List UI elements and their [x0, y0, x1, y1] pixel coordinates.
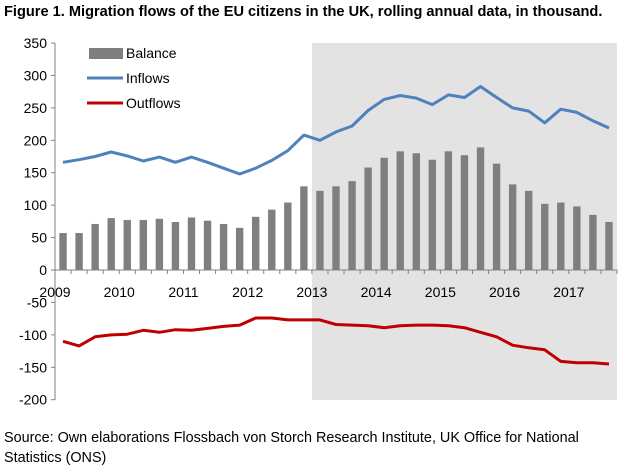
x-tick-label: 2016 [489, 284, 520, 300]
balance-bar [541, 203, 549, 270]
y-tick-label: 150 [24, 165, 48, 181]
balance-bar [412, 153, 420, 270]
balance-bar [123, 220, 131, 270]
y-tick-label: 0 [39, 262, 47, 278]
y-tick-label: -200 [19, 392, 47, 408]
balance-bar [75, 233, 83, 270]
y-tick-label: 250 [24, 100, 48, 116]
balance-bar [348, 181, 356, 270]
balance-bar [380, 157, 388, 270]
inflows-line [62, 85, 610, 176]
y-tick-label: 200 [24, 132, 48, 148]
balance-bar [508, 184, 517, 270]
balance-bar [59, 233, 67, 270]
balance-bar [396, 151, 404, 270]
balance-bar [219, 223, 228, 270]
y-tick-label: -100 [19, 327, 47, 343]
x-axis: 2009 2010 2011 2012 2013 2014 2015 2016 2017 [39, 269, 618, 300]
y-tick-label: 350 [24, 35, 48, 51]
chart-title: Figure 1. Migration flows of the EU citi… [4, 4, 603, 20]
x-tick-label: 2015 [425, 284, 456, 300]
balance-bar [557, 202, 565, 270]
x-tick-label: 2012 [232, 284, 263, 300]
balance-bar [171, 222, 180, 270]
balance-bar [107, 218, 115, 270]
x-tick-label: 2014 [361, 284, 392, 300]
balance-bar [332, 186, 340, 270]
balance-bar [139, 220, 148, 270]
y-tick-label: 300 [24, 67, 48, 83]
balance-bar [268, 209, 276, 270]
balance-bar [364, 167, 372, 270]
balance-bar [203, 220, 212, 270]
outflows-line [62, 316, 610, 366]
legend-label-inflows: Inflows [126, 70, 170, 86]
legend-label-outflows: Outflows [126, 95, 180, 111]
balance-bar [589, 214, 597, 270]
balance-bar [91, 223, 99, 270]
balance-bar [476, 147, 485, 270]
balance-bar [605, 222, 613, 270]
legend-swatch-balance [89, 48, 123, 59]
x-tick-label: 2009 [39, 284, 70, 300]
x-tick-label: 2010 [104, 284, 135, 300]
source-note: Source: Own elaborations Flossbach von S… [4, 430, 579, 466]
x-tick-label: 2011 [168, 284, 198, 300]
balance-bar [252, 216, 260, 270]
balance-bar [316, 190, 324, 270]
legend-label-balance: Balance [126, 45, 177, 61]
y-tick-label: -50 [27, 294, 47, 310]
balance-bar [492, 163, 501, 270]
x-tick-label: 2017 [553, 284, 584, 300]
balance-bars [59, 147, 613, 270]
balance-bar [284, 202, 292, 270]
balance-bar [460, 155, 469, 270]
balance-bar [444, 151, 453, 270]
y-tick-label: 50 [31, 230, 47, 246]
balance-bar [187, 217, 196, 270]
balance-bar [235, 227, 244, 270]
balance-bar [428, 159, 437, 270]
balance-bar [573, 206, 581, 270]
balance-bar [524, 190, 533, 270]
legend: Balance Inflows Outflows [87, 45, 180, 111]
y-tick-label: 100 [24, 197, 48, 213]
balance-bar [155, 218, 164, 270]
balance-bar [300, 186, 308, 270]
x-tick-label: 2013 [296, 284, 327, 300]
y-tick-label: -150 [19, 359, 47, 375]
y-axis: -200 -150 -100 -50 0 50 100 150 200 250 300 350 [19, 35, 56, 408]
